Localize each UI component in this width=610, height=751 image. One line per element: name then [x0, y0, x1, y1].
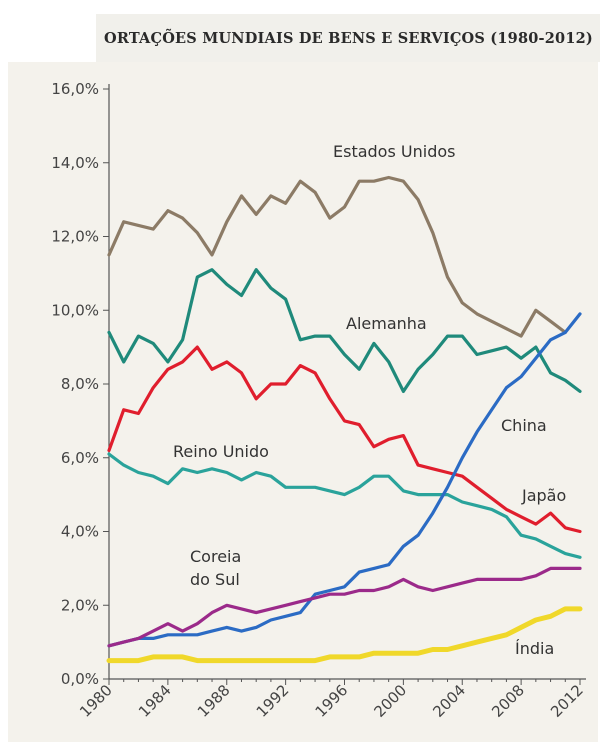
plot-area: 0,0% 2,0% 4,0% 6,0% 8,0% 10,0% 12,0% 14,0% 16,0%…: [8, 62, 598, 742]
x-tick-label: 2004: [429, 681, 469, 721]
series-line-4: [107, 312, 582, 648]
series-label-5: Coreia do Sul: [190, 547, 241, 589]
series-label-3: Reino Unido: [173, 442, 269, 461]
series-label-6: Índia: [515, 639, 554, 658]
x-tick-label: 1996: [312, 681, 352, 721]
y-tick-label: 6,0%: [61, 449, 99, 467]
series-line-1: [107, 268, 582, 393]
series-line-3: [107, 452, 582, 559]
x-tick-label: 2012: [547, 681, 587, 721]
y-tick-label: 2,0%: [61, 596, 99, 614]
series-label-2: Japão: [521, 486, 566, 505]
x-tick-label: 2008: [488, 681, 528, 721]
title-band: ORTAÇÕES MUNDIAIS DE BENS E SERVIÇOS (19…: [96, 14, 600, 62]
y-tick-label: 4,0%: [61, 523, 99, 541]
y-tick-label: 12,0%: [51, 228, 99, 246]
y-tick-label: 16,0%: [51, 80, 99, 98]
series-line-0: [107, 175, 567, 338]
x-tick-label: 2000: [370, 681, 410, 721]
y-tick-label: 10,0%: [51, 301, 99, 319]
x-tick-label: 1984: [135, 681, 175, 721]
y-tick-label: 8,0%: [61, 375, 99, 393]
y-tick-label: 14,0%: [51, 154, 99, 172]
line-chart: 0,0% 2,0% 4,0% 6,0% 8,0% 10,0% 12,0% 14,0% 16,0%…: [51, 80, 587, 721]
series-label-0: Estados Unidos: [333, 142, 455, 161]
series-line-2: [107, 345, 582, 534]
y-tick-label: 0,0%: [61, 670, 99, 688]
series-label-1: Alemanha: [346, 314, 427, 333]
chart-title: ORTAÇÕES MUNDIAIS DE BENS E SERVIÇOS (19…: [104, 30, 593, 47]
series-label-4: China: [501, 416, 547, 435]
x-tick-label: 1992: [253, 681, 293, 721]
series-line-5: [107, 566, 582, 648]
x-tick-label: 1988: [194, 681, 234, 721]
series-line-6: [106, 606, 583, 664]
